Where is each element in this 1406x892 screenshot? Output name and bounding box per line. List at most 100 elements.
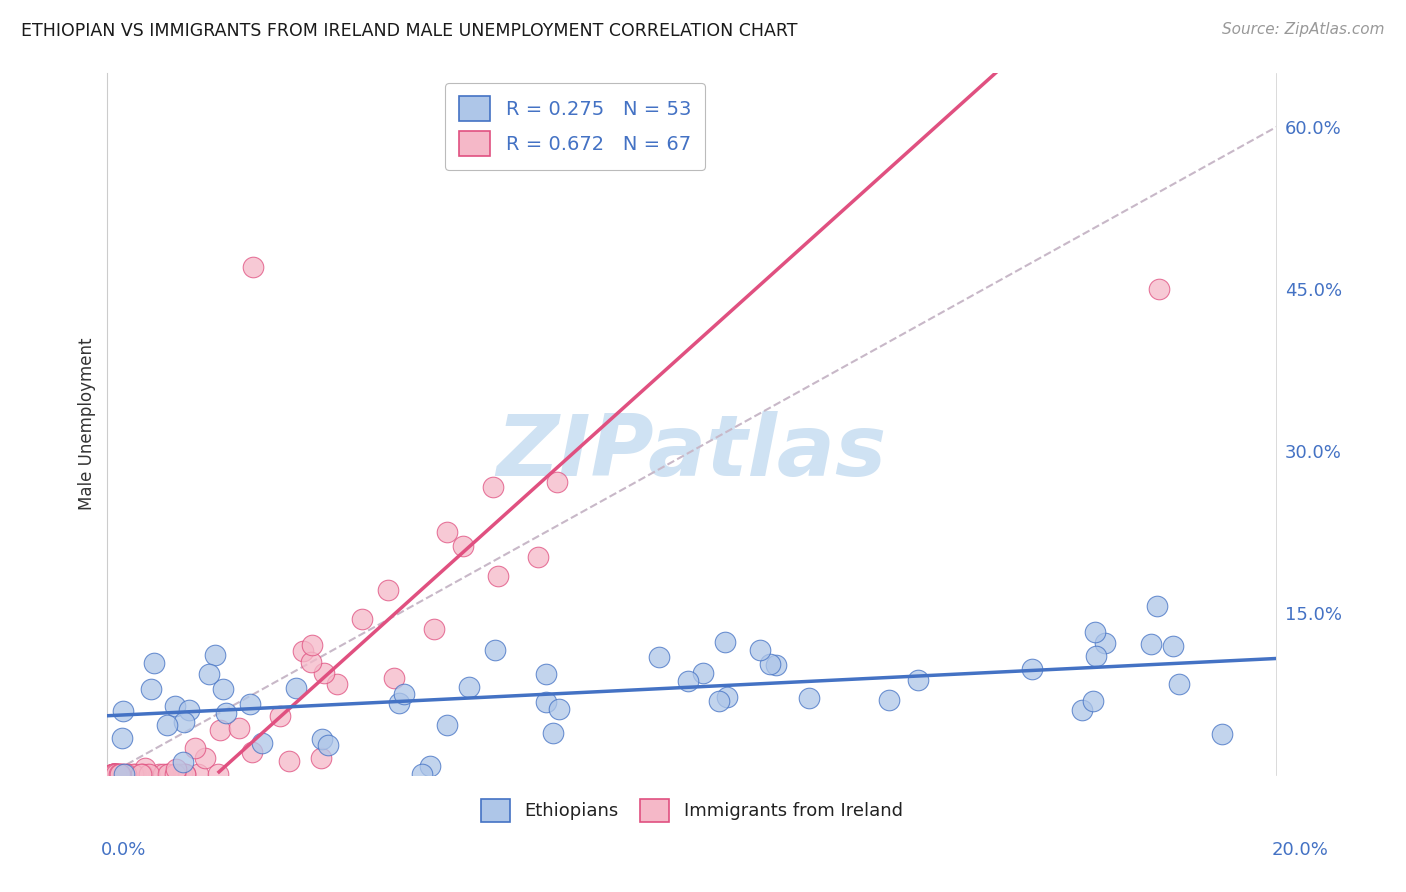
Point [187,767,209,781]
Point [107,767,129,781]
Point [170,767,193,781]
Point [103,767,125,781]
Point [1081,694,1104,708]
Point [453,540,475,554]
Point [1149,282,1171,296]
Point [111,767,134,781]
Point [1070,703,1092,717]
Point [392,687,415,701]
Point [183,741,205,756]
Point [103,767,125,781]
Point [207,767,229,781]
Point [541,726,564,740]
Point [139,682,162,697]
Point [104,767,127,781]
Point [103,767,125,781]
Point [411,767,433,781]
Point [486,568,509,582]
Point [105,767,128,781]
Point [156,718,179,732]
Point [112,704,135,718]
Point [165,762,187,776]
Text: 0.0%: 0.0% [101,840,146,858]
Point [350,612,373,626]
Point [692,665,714,680]
Point [879,692,901,706]
Point [436,718,458,732]
Point [534,695,557,709]
Point [299,655,322,669]
Point [124,767,146,781]
Point [173,767,195,781]
Point [136,767,159,781]
Point [1168,676,1191,690]
Point [103,767,125,781]
Point [709,694,731,708]
Point [250,736,273,750]
Point [1021,662,1043,676]
Point [103,767,125,781]
Point [134,762,156,776]
Point [311,732,333,747]
Point [173,767,195,781]
Point [105,767,128,781]
Point [242,260,264,275]
Point [484,643,506,657]
Point [172,756,194,770]
Point [1161,640,1184,654]
Point [419,758,441,772]
Point [799,690,821,705]
Point [163,698,186,713]
Point [285,681,308,695]
Point [177,702,200,716]
Y-axis label: Male Unemployment: Male Unemployment [79,338,96,510]
Legend: Ethiopians, Immigrants from Ireland: Ethiopians, Immigrants from Ireland [474,792,910,830]
Point [482,479,505,493]
Point [534,666,557,681]
Point [112,767,135,781]
Point [138,767,160,781]
Text: ETHIOPIAN VS IMMIGRANTS FROM IRELAND MALE UNEMPLOYMENT CORRELATION CHART: ETHIOPIAN VS IMMIGRANTS FROM IRELAND MAL… [21,22,797,40]
Point [1211,726,1233,740]
Point [436,524,458,539]
Point [117,767,139,781]
Point [105,767,128,781]
Point [103,767,125,781]
Point [122,767,145,781]
Point [377,582,399,597]
Point [648,650,671,665]
Point [142,656,165,670]
Point [546,475,568,489]
Point [197,666,219,681]
Point [759,657,782,672]
Point [388,696,411,710]
Point [548,702,571,716]
Point [194,751,217,765]
Point [204,648,226,662]
Point [215,706,238,720]
Point [269,709,291,723]
Point [208,723,231,738]
Point [211,682,233,697]
Point [382,671,405,685]
Point [108,767,131,781]
Point [314,665,336,680]
Point [309,751,332,765]
Point [104,767,127,781]
Point [165,767,187,781]
Point [107,767,129,781]
Point [1094,636,1116,650]
Point [423,623,446,637]
Point [103,767,125,781]
Point [1146,599,1168,614]
Point [152,767,174,781]
Point [749,643,772,657]
Point [1084,625,1107,640]
Point [278,754,301,768]
Point [301,638,323,652]
Point [526,550,548,565]
Point [716,690,738,704]
Point [1085,648,1108,663]
Point [104,767,127,781]
Point [129,767,152,781]
